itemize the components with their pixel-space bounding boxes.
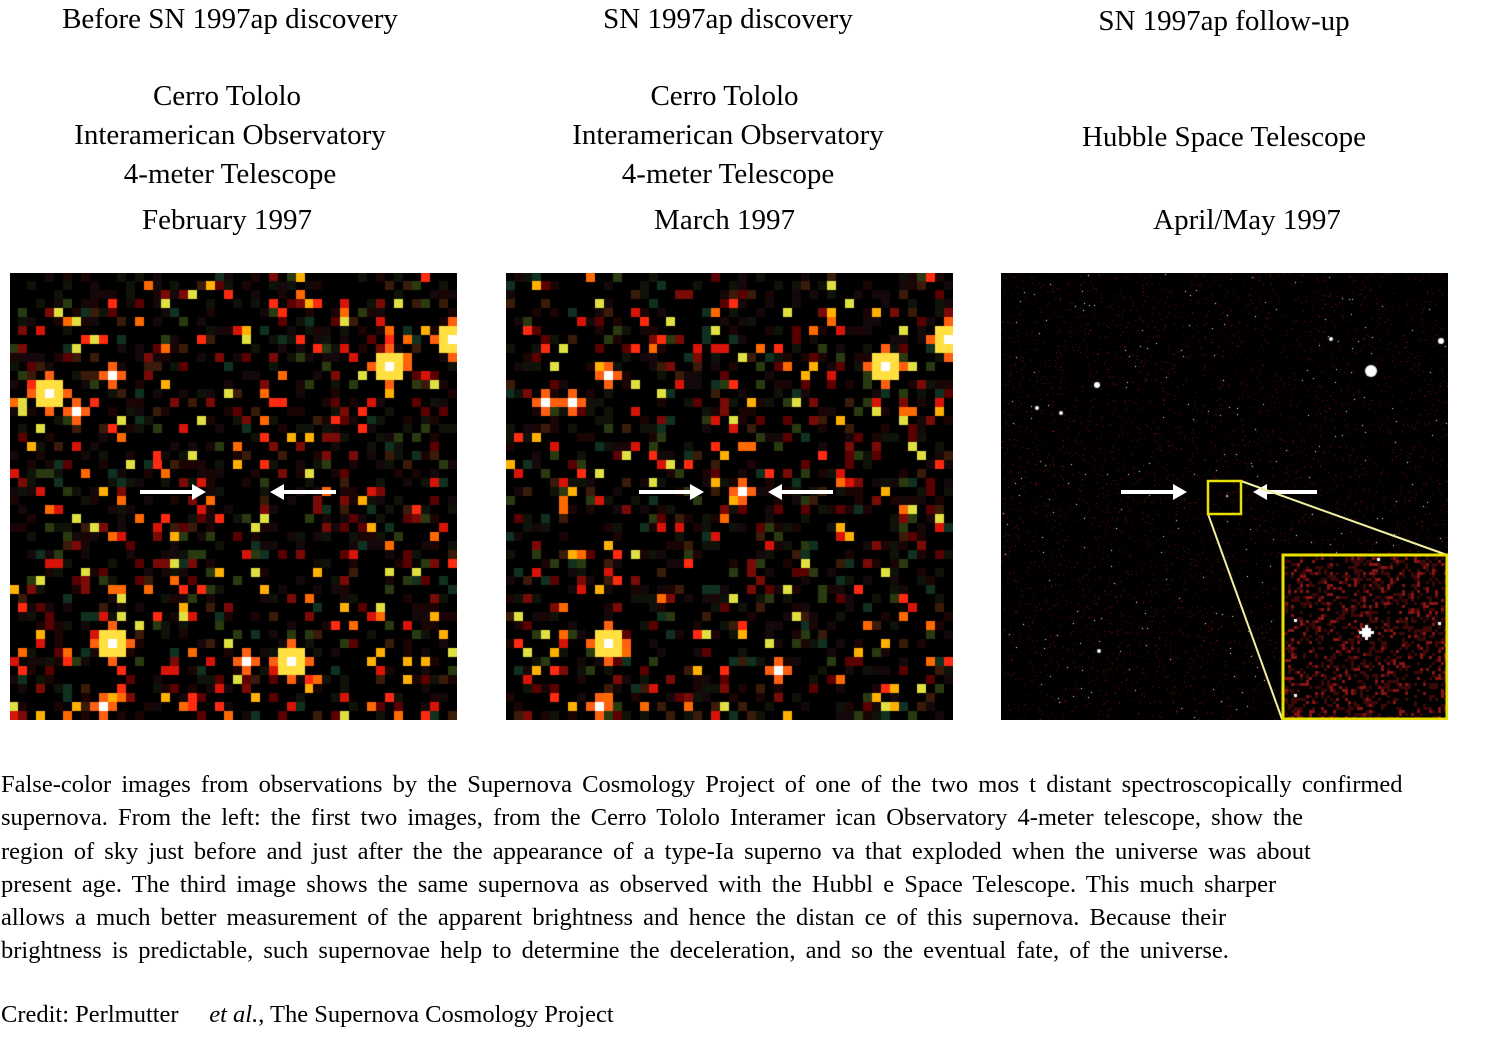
caption-line: present age. The third image shows the s… xyxy=(1,870,1277,898)
panel-1-title: Before SN 1997ap discovery xyxy=(62,3,398,35)
right-arrow-icon xyxy=(1121,484,1187,500)
caption-line: supernova. From the left: the first two … xyxy=(1,804,1303,832)
panel-1-observatory-line-1: Cerro Tololo xyxy=(152,80,302,112)
panel-1-observatory-line-2: Interamerican Observatory xyxy=(74,119,386,151)
figure-caption: False-color images from observations by … xyxy=(1,768,1500,968)
panel-1-observatory-line-3: 4-meter Telescope xyxy=(123,158,337,190)
panel-1-date: February 1997 xyxy=(142,204,312,236)
zoom-source-box xyxy=(1206,479,1243,516)
caption-line: region of sky just before and just after… xyxy=(1,837,1311,865)
discovery-image xyxy=(506,273,953,720)
panel-2-title: SN 1997ap discovery xyxy=(603,3,853,35)
credit-prefix: Credit: Perlmutter xyxy=(1,1001,179,1028)
panel-2-observatory-line-3: 4-meter Telescope xyxy=(621,158,835,190)
zoom-inset-image xyxy=(1282,554,1447,719)
panel-2-observatory-line-1: Cerro Tololo xyxy=(650,80,799,112)
before-discovery-image xyxy=(10,273,457,720)
right-arrow-icon xyxy=(140,484,206,500)
zoom-inset-frame xyxy=(1281,553,1448,720)
zoom-connector-top xyxy=(1240,480,1448,556)
left-arrow-icon xyxy=(768,484,833,500)
panel-3-date: April/May 1997 xyxy=(1153,204,1341,236)
caption-line: brightness is predictable, such supernov… xyxy=(1,937,1229,965)
hubble-follow-up-image xyxy=(1001,273,1448,720)
panel-3-observatory-line-1: Hubble Space Telescope xyxy=(1081,121,1367,153)
left-arrow-icon xyxy=(270,484,336,500)
right-arrow-icon xyxy=(639,484,704,500)
zoom-connector-bottom xyxy=(1207,513,1283,720)
caption-line: False-color images from observations by … xyxy=(1,771,1403,798)
credit-italic: et al. xyxy=(209,1001,259,1028)
credit-suffix: , The Supernova Cosmology Project xyxy=(258,1001,614,1028)
panel-2-observatory-line-2: Interamerican Observatory xyxy=(572,119,884,151)
panel-2-date: March 1997 xyxy=(654,204,795,236)
image-credit: Credit: Perlmutter et al., The Supernova… xyxy=(1,1001,614,1029)
panel-3-title: SN 1997ap follow-up xyxy=(1098,5,1350,37)
zoom-inset-overlay xyxy=(1206,479,1448,720)
caption-line: allows a much better measurement of the … xyxy=(1,904,1227,932)
